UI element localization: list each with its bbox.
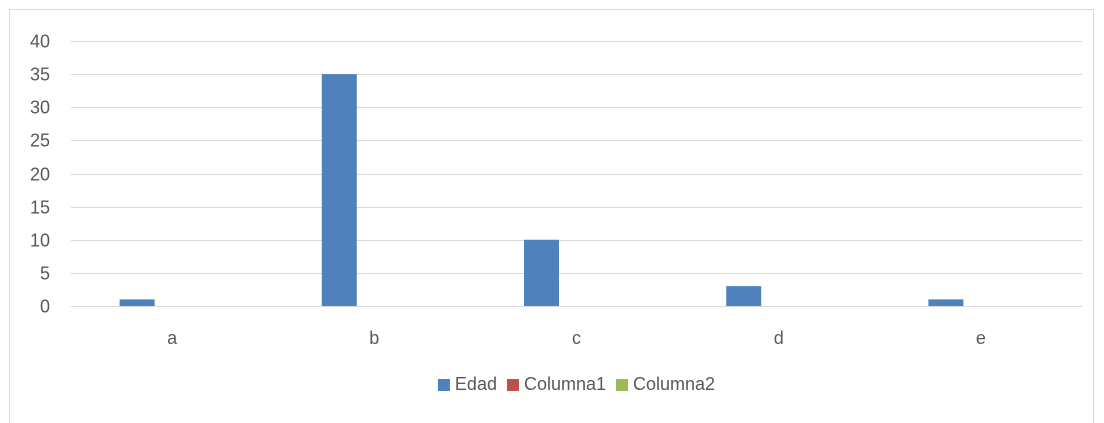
legend-swatch-edad — [437, 379, 450, 391]
legend-swatch-columna1 — [506, 379, 519, 391]
legend-label-columna1: Columna1 — [524, 374, 606, 394]
x-tick-label: c — [572, 328, 581, 348]
x-tick-label: d — [774, 328, 784, 348]
legend-swatch-columna2 — [616, 379, 629, 391]
legend: Edad Columna1 Columna2 — [437, 374, 715, 394]
x-tick-label: e — [976, 328, 986, 348]
x-tick-label: a — [167, 328, 178, 348]
bar-edad-d — [726, 286, 762, 307]
y-tick-label: 30 — [30, 98, 50, 118]
y-tick-label: 25 — [30, 131, 50, 151]
y-tick-label: 10 — [30, 231, 50, 251]
y-tick-label: 40 — [30, 32, 50, 52]
gridlines — [71, 41, 1082, 307]
y-tick-label: 35 — [30, 65, 50, 85]
bar-edad-c — [524, 239, 559, 306]
chart-frame — [9, 9, 1094, 423]
x-axis-tick-labels: a b c d e — [167, 328, 986, 348]
y-axis-tick-labels: 0 5 10 15 20 25 30 35 40 — [30, 32, 50, 317]
bar-edad-b — [321, 74, 357, 307]
bar-edad-a — [119, 299, 155, 307]
legend-label-edad: Edad — [455, 374, 497, 394]
x-tick-label: b — [369, 328, 379, 348]
y-tick-label: 15 — [30, 198, 50, 218]
bars — [119, 74, 964, 307]
y-tick-label: 20 — [30, 165, 50, 185]
y-tick-label: 0 — [40, 297, 50, 317]
legend-label-columna2: Columna2 — [633, 374, 715, 394]
y-tick-label: 5 — [40, 264, 50, 284]
bar-edad-e — [928, 299, 964, 307]
